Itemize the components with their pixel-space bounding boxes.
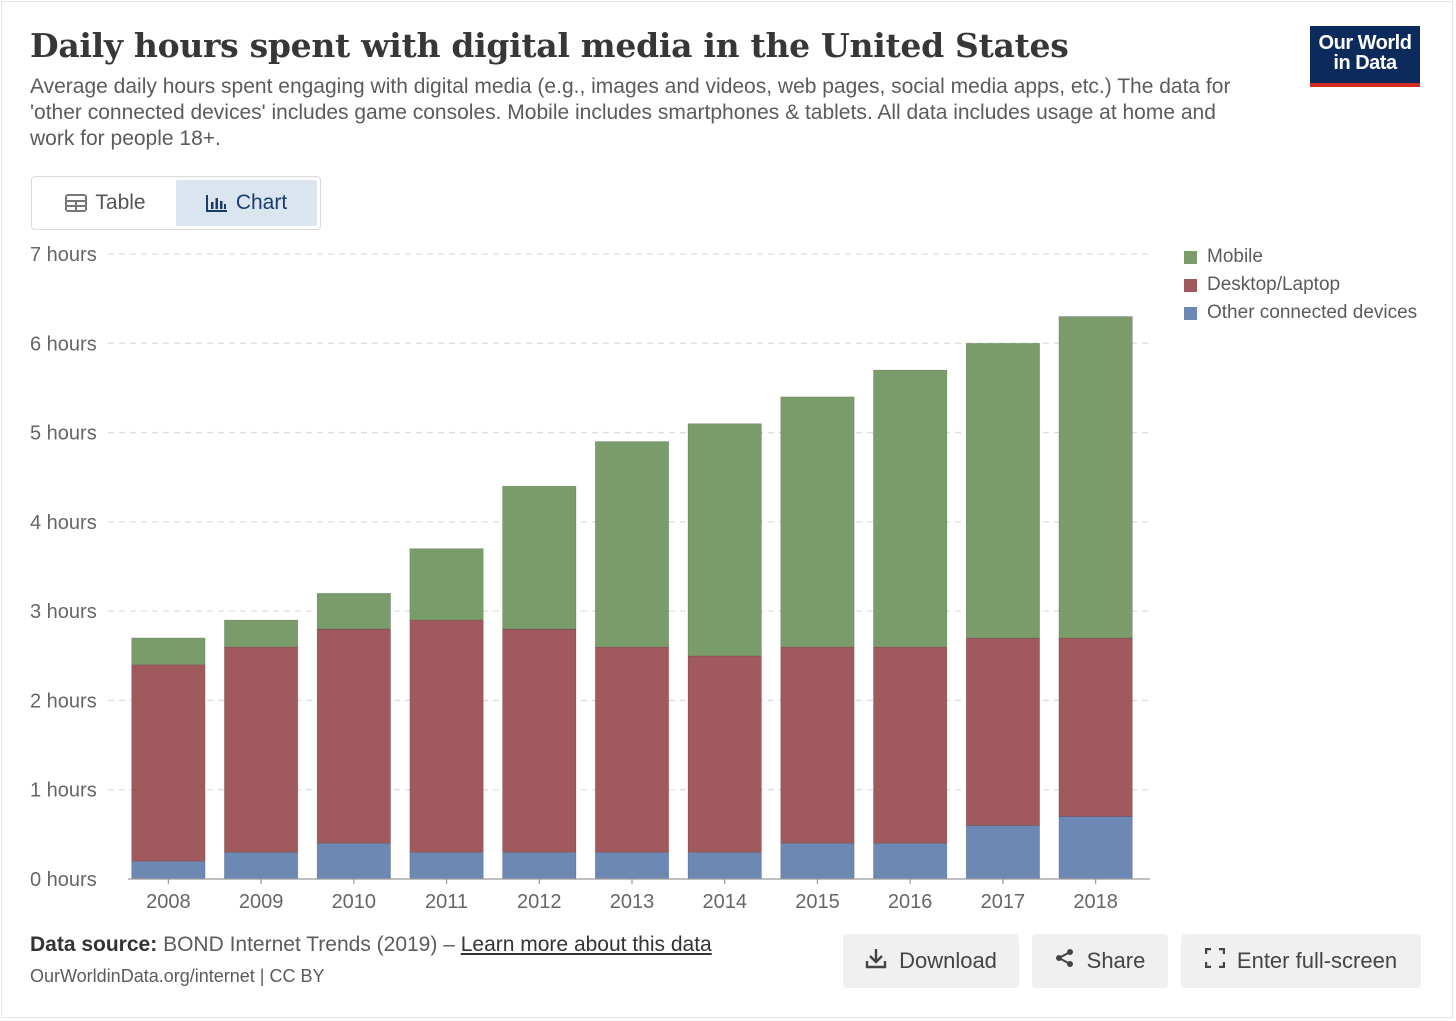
x-tick-label: 2013 (610, 891, 655, 913)
tab-chart-label: Chart (235, 191, 288, 214)
bar-segment (687, 655, 762, 853)
bar-segment (965, 825, 1041, 880)
chart-title: Daily hours spent with digital media in … (30, 26, 1069, 65)
logo-line-2: in Data (1333, 52, 1397, 74)
bar-segment (965, 342, 1041, 639)
legend-label: Mobile (1207, 246, 1263, 267)
chart-subtitle: Average daily hours spent engaging with … (30, 75, 1231, 150)
x-tick-label: 2017 (981, 891, 1026, 913)
bar-segment (594, 646, 670, 853)
y-tick-label: 0 hours (30, 869, 97, 891)
legend-item[interactable]: Other connected devices (1184, 299, 1417, 327)
y-tick-label: 5 hours (30, 423, 97, 445)
y-tick-label: 1 hours (30, 780, 97, 802)
bar-segment (316, 628, 391, 844)
tab-table[interactable]: Table (35, 180, 176, 226)
logo-line-1: Our World (1318, 32, 1412, 54)
bar-segment (223, 851, 299, 880)
bar-segment (316, 592, 391, 630)
x-tick-label: 2010 (332, 891, 377, 913)
chart-legend: Mobile Desktop/Laptop Other connected devi… (1184, 243, 1417, 327)
bar-segment (873, 646, 948, 844)
y-tick-label: 6 hours (30, 333, 97, 355)
bar-segment (687, 423, 762, 657)
bar-segment (687, 851, 762, 880)
x-tick-label: 2011 (425, 891, 468, 913)
legend-swatch (1184, 278, 1197, 292)
x-tick-label: 2012 (517, 891, 562, 913)
y-tick-label: 2 hours (30, 690, 97, 712)
legend-label: Other connected devices (1207, 302, 1418, 323)
bar-segment (223, 619, 299, 648)
stacked-bar-chart: 0 hours 1 hours 2 hours 3 hours 4 hours 5 hou… (30, 244, 1150, 913)
bar-segment (502, 628, 577, 853)
bar-segment (131, 860, 206, 880)
share-label: Share (1086, 948, 1146, 973)
legend-item[interactable]: Mobile (1184, 243, 1417, 271)
source-text: BOND Internet Trends (2019) – (163, 933, 455, 956)
bar-segment (502, 485, 577, 630)
bar-segment (873, 842, 948, 880)
data-source: Data source: BOND Internet Trends (2019)… (30, 933, 712, 957)
bar-segment (502, 851, 577, 880)
bar-segment (965, 637, 1041, 826)
legend-label: Desktop/Laptop (1207, 274, 1341, 295)
share-button[interactable]: Share (1032, 934, 1168, 988)
x-tick-label: 2016 (888, 891, 933, 913)
source-label: Data source: (30, 933, 158, 956)
x-tick-label: 2009 (239, 891, 284, 913)
x-tick-label: 2018 (1073, 891, 1118, 913)
y-tick-label: 7 hours (30, 244, 97, 266)
bar-segment (594, 851, 670, 880)
share-icon (1055, 948, 1075, 974)
bar-segment (1058, 816, 1133, 880)
owid-logo[interactable]: Our World in Data (1310, 26, 1420, 87)
legend-swatch (1184, 250, 1197, 264)
bar-segment (131, 664, 206, 862)
y-tick-label: 4 hours (30, 512, 97, 534)
tab-chart[interactable]: Chart (176, 180, 317, 226)
bar-segment (594, 441, 670, 648)
legend-item[interactable]: Desktop/Laptop (1184, 271, 1417, 299)
y-tick-label: 3 hours (30, 601, 97, 623)
x-tick-label: 2015 (795, 891, 840, 913)
bar-segment (223, 646, 299, 853)
chart-icon (205, 194, 228, 212)
bar-segment (316, 842, 391, 880)
bar-segment (409, 619, 484, 853)
view-tabs: Table Chart (31, 176, 321, 230)
bar-segment (131, 637, 206, 666)
bar-segment (409, 548, 484, 621)
bar-segment (780, 842, 855, 880)
x-tick-label: 2014 (702, 891, 747, 913)
fullscreen-icon (1204, 947, 1226, 974)
learn-more-link[interactable]: Learn more about this data (460, 933, 712, 956)
license-text: OurWorldinData.org/internet | CC BY (30, 966, 325, 986)
bar-segment (409, 851, 484, 880)
legend-swatch (1184, 306, 1197, 320)
x-tick-label: 2008 (146, 891, 191, 913)
bar-segment (1058, 637, 1133, 817)
download-icon (865, 947, 887, 975)
download-button[interactable]: Download (843, 934, 1019, 988)
table-icon (65, 194, 88, 212)
bar-segment (780, 646, 855, 844)
bar-segment (1058, 316, 1133, 639)
tab-table-label: Table (95, 191, 146, 214)
bar-segment (780, 396, 855, 648)
fullscreen-button[interactable]: Enter full-screen (1181, 934, 1421, 988)
download-label: Download (899, 948, 997, 973)
bar-segment (873, 369, 948, 648)
fullscreen-label: Enter full-screen (1236, 948, 1398, 973)
